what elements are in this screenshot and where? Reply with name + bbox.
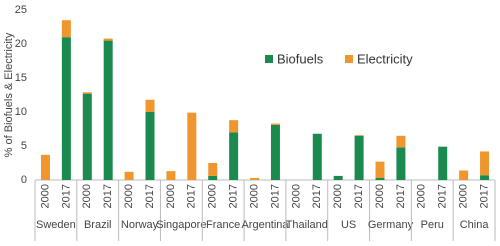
bar-segment — [480, 175, 490, 180]
group-label: Norway — [121, 219, 159, 231]
x-tick-label: 2017 — [437, 184, 449, 208]
group-label: Argentina — [241, 219, 289, 231]
group-label: Singapore — [156, 219, 206, 231]
bar-segment — [375, 177, 385, 180]
x-tick-label: 2017 — [353, 184, 365, 208]
y-tick-label: 20 — [15, 38, 27, 50]
x-tick-label: 2017 — [144, 184, 156, 208]
x-tick-label: 2017 — [269, 184, 281, 208]
bar-segment — [82, 92, 92, 94]
bar-segment — [166, 171, 176, 180]
y-tick-label: 15 — [15, 72, 27, 84]
bar-segment — [145, 112, 155, 180]
y-tick-label: 25 — [15, 4, 27, 16]
bar-segment — [124, 171, 134, 180]
legend-label: Biofuels — [277, 51, 324, 66]
legend-swatch — [265, 55, 273, 63]
group-label: France — [206, 219, 240, 231]
bar-segment — [229, 132, 239, 180]
x-tick-label: 2017 — [478, 184, 490, 208]
x-tick-label: 2017 — [102, 184, 114, 208]
bar-segment — [187, 112, 197, 180]
y-tick-label: 0 — [21, 174, 27, 186]
bar-segment — [312, 133, 322, 180]
bar-segment — [459, 170, 469, 180]
group-label: China — [460, 219, 490, 231]
bar-segment — [82, 93, 92, 180]
x-tick-label: 2017 — [228, 184, 240, 208]
bar-segment — [61, 37, 71, 181]
bar-segment — [208, 163, 218, 176]
group-label: Peru — [421, 219, 444, 231]
group-label: Brazil — [84, 219, 112, 231]
legend-label: Electricity — [357, 51, 413, 66]
legend-swatch — [345, 55, 353, 63]
bar-segment — [229, 120, 239, 133]
x-tick-label: 2000 — [207, 184, 219, 208]
group-label: Sweden — [36, 219, 76, 231]
bar-segment — [480, 151, 490, 176]
bar-segment — [103, 40, 113, 180]
bar-segment — [145, 99, 155, 112]
bar-segment — [396, 135, 406, 148]
x-tick-label: 2000 — [332, 184, 344, 208]
x-tick-label: 2017 — [311, 184, 323, 208]
y-tick-label: 10 — [15, 106, 27, 118]
x-tick-label: 2000 — [165, 184, 177, 208]
x-tick-label: 2000 — [81, 184, 93, 208]
x-tick-label: 2000 — [39, 184, 51, 208]
x-tick-label: 2000 — [248, 184, 260, 208]
bar-segment — [208, 175, 218, 180]
x-tick-label: 2017 — [60, 184, 72, 208]
bar-segment — [270, 123, 280, 125]
y-tick-label: 5 — [21, 140, 27, 152]
bar-segment — [438, 146, 448, 180]
bar-segment — [396, 147, 406, 180]
x-tick-label: 2017 — [395, 184, 407, 208]
bar-segment — [354, 135, 364, 180]
group-label: Germany — [368, 219, 414, 231]
chart: % of Biofuels & Electricity 0 5 10 15 20 25 20… — [3, 4, 496, 241]
legend: Biofuels Electricity — [265, 51, 413, 66]
x-tick-label: 2000 — [458, 184, 470, 208]
x-tick-label: 2000 — [374, 184, 386, 208]
x-tick-label: 2017 — [186, 184, 198, 208]
bar-segment — [250, 177, 260, 180]
x-tick-label: 2000 — [123, 184, 135, 208]
group-label: Thailand — [286, 219, 328, 231]
bar-segment — [270, 124, 280, 180]
x-tick-label: 2000 — [416, 184, 428, 208]
x-tick-label: 2000 — [290, 184, 302, 208]
bar-segment — [40, 154, 50, 180]
y-axis-title: % of Biofuels & Electricity — [3, 32, 15, 157]
bar-segment — [333, 175, 343, 180]
bar-segment — [354, 135, 364, 136]
bar-segment — [61, 20, 71, 38]
bar-segment — [375, 161, 385, 178]
group-label: US — [341, 219, 356, 231]
bar-segment — [103, 38, 113, 41]
